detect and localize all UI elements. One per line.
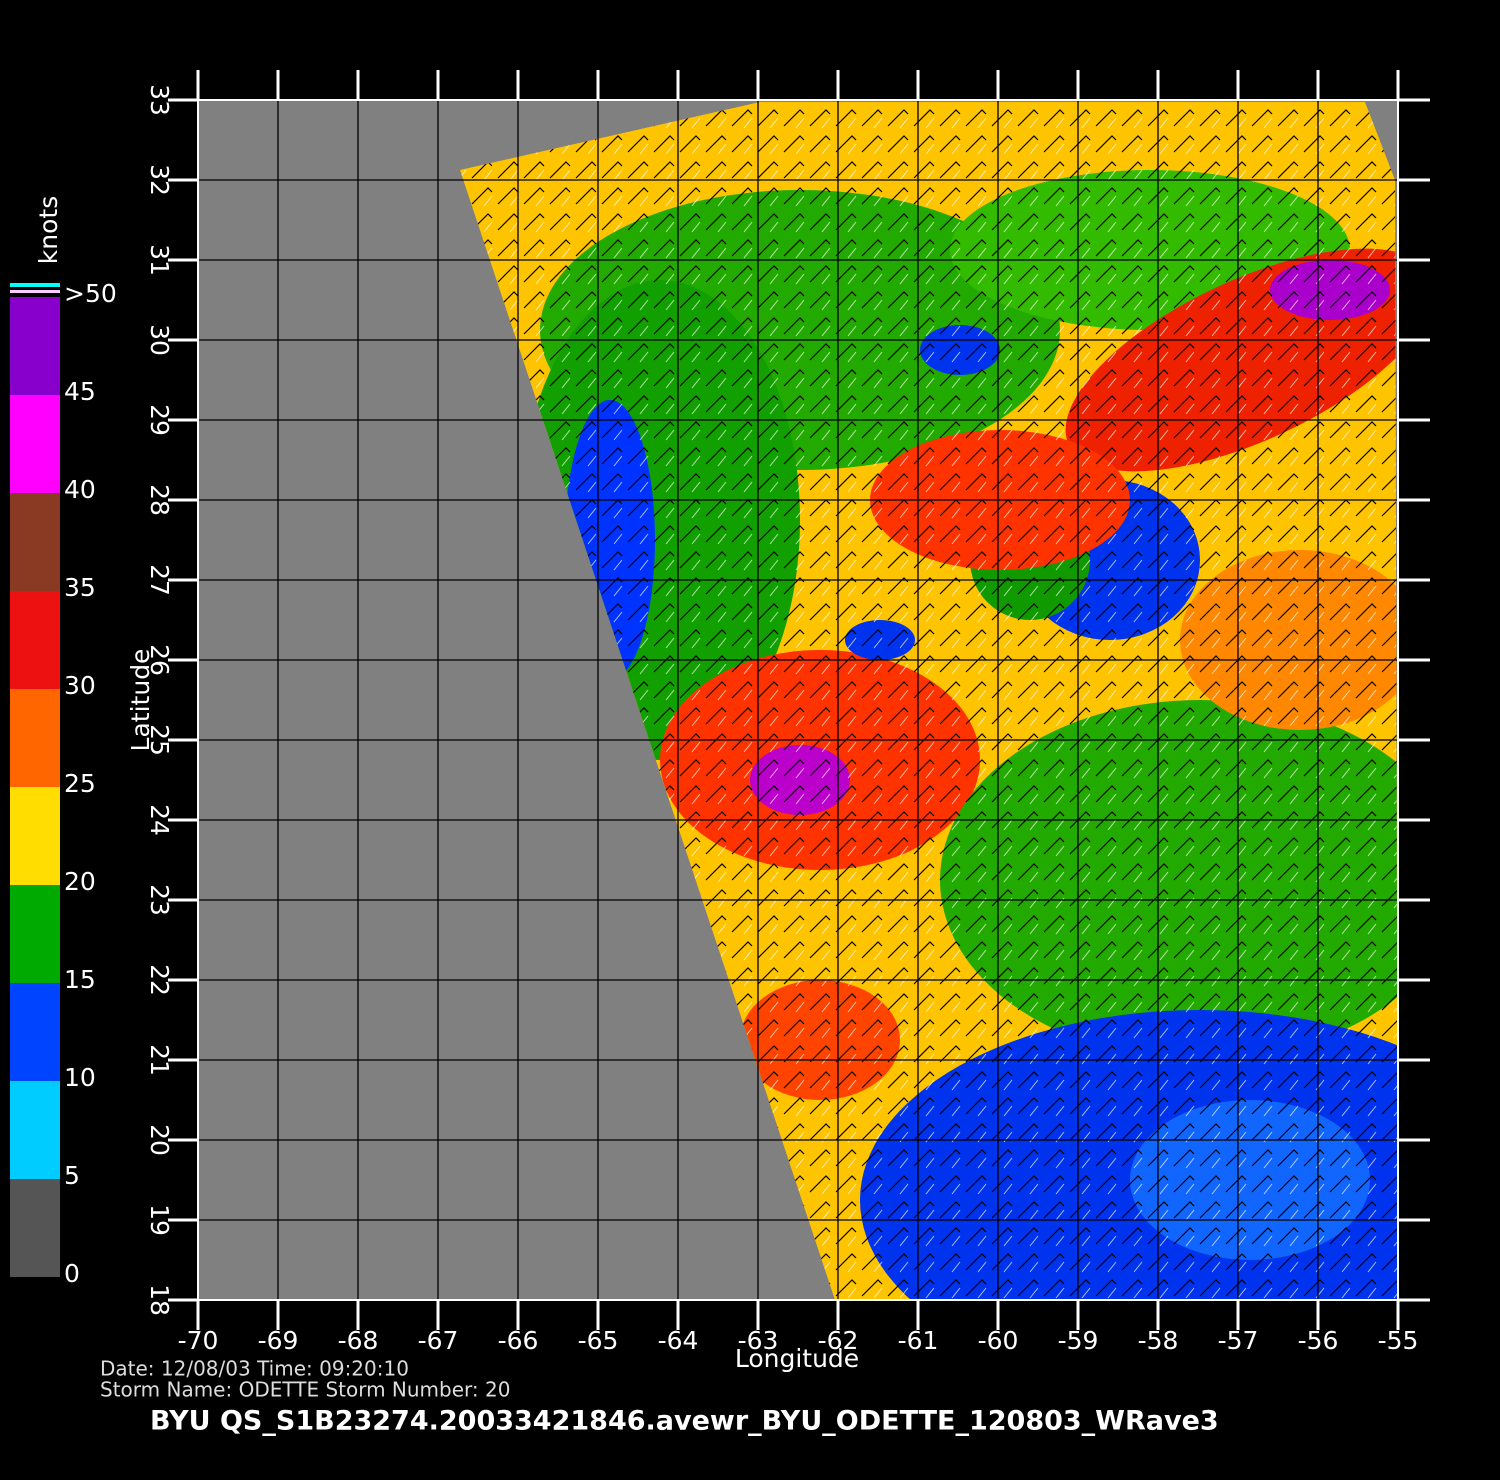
colorbar-segment — [10, 1179, 60, 1277]
x-tick-label: -64 — [658, 1326, 699, 1355]
colorbar-tick-label: 45 — [64, 377, 96, 406]
x-tick-label: -63 — [738, 1326, 779, 1355]
y-tick-label: 28 — [145, 484, 174, 516]
x-tick-label: -70 — [178, 1326, 219, 1355]
x-tick-label: -66 — [498, 1326, 539, 1355]
colorbar-tick-label: 10 — [64, 1063, 96, 1092]
y-tick-label: 24 — [145, 804, 174, 836]
colorbar-tick-label: 35 — [64, 573, 96, 602]
x-tick-label: -59 — [1058, 1326, 1099, 1355]
plot-frame — [197, 99, 1399, 1301]
colorbar-tick-label: 25 — [64, 769, 96, 798]
y-tick-label: 26 — [145, 644, 174, 676]
colorbar-segment — [10, 493, 60, 591]
y-tick-label: 18 — [145, 1284, 174, 1316]
colorbar-segment — [10, 787, 60, 885]
y-axis-label: Latitude — [126, 649, 155, 752]
colorbar-segment — [10, 297, 60, 395]
x-tick-label: -55 — [1378, 1326, 1419, 1355]
x-tick-label: -56 — [1298, 1326, 1339, 1355]
x-tick-label: -69 — [258, 1326, 299, 1355]
x-tick-label: -58 — [1138, 1326, 1179, 1355]
y-tick-label: 30 — [145, 324, 174, 356]
x-tick-label: -62 — [818, 1326, 859, 1355]
x-tick-label: -67 — [418, 1326, 459, 1355]
wind-swath — [460, 102, 1398, 1300]
y-tick-label: 32 — [145, 164, 174, 196]
x-tick-label: -60 — [978, 1326, 1019, 1355]
y-tick-label: 19 — [145, 1204, 174, 1236]
colorbar-segment — [10, 689, 60, 787]
x-tick-label: -57 — [1218, 1326, 1259, 1355]
x-tick-label: -65 — [578, 1326, 619, 1355]
colorbar-segment — [10, 885, 60, 983]
y-tick-label: 20 — [145, 1124, 174, 1156]
y-tick-label: 33 — [145, 84, 174, 116]
colorbar-cap — [10, 290, 60, 293]
colorbar-tick-label: 30 — [64, 671, 96, 700]
colorbar-cap — [10, 283, 60, 287]
colorbar: 0 5 10 15 20 25 30 35 40 45 >50 — [10, 279, 117, 1288]
info-line: Storm Name: ODETTE Storm Number: 20 — [100, 1378, 510, 1402]
y-tick-label: 21 — [145, 1044, 174, 1076]
colorbar-segment — [10, 395, 60, 493]
x-tick-label: -61 — [898, 1326, 939, 1355]
y-tick-label: 31 — [145, 244, 174, 276]
colorbar-segment — [10, 983, 60, 1081]
y-tick-label: 22 — [145, 964, 174, 996]
colorbar-tick-label: 5 — [64, 1161, 80, 1190]
colorbar-tick-label: 0 — [64, 1259, 80, 1288]
title: BYU QS_S1B23274.20033421846.avewr_BYU_OD… — [150, 1406, 1219, 1437]
axes: -70 -69 -68 -67 -66 -65 -64 -63 -62 -61 -60 -59 -58 -… — [145, 70, 1430, 1355]
y-tick-label: 23 — [145, 884, 174, 916]
colorbar-tick-label: 15 — [64, 965, 96, 994]
info-line: Date: 12/08/03 Time: 09:20:10 — [100, 1357, 409, 1381]
colorbar-segment — [10, 1081, 60, 1179]
y-tick-label: 25 — [145, 724, 174, 756]
colorbar-tick-label: 40 — [64, 475, 96, 504]
x-tick-label: -68 — [338, 1326, 379, 1355]
y-tick-label: 29 — [145, 404, 174, 436]
colorbar-segment — [10, 591, 60, 689]
y-tick-label: 27 — [145, 564, 174, 596]
x-axis-label: Longitude — [735, 1344, 859, 1373]
colorbar-label: knots — [34, 196, 63, 264]
colorbar-tick-label: 20 — [64, 867, 96, 896]
colorbar-tick-label: >50 — [64, 279, 117, 308]
